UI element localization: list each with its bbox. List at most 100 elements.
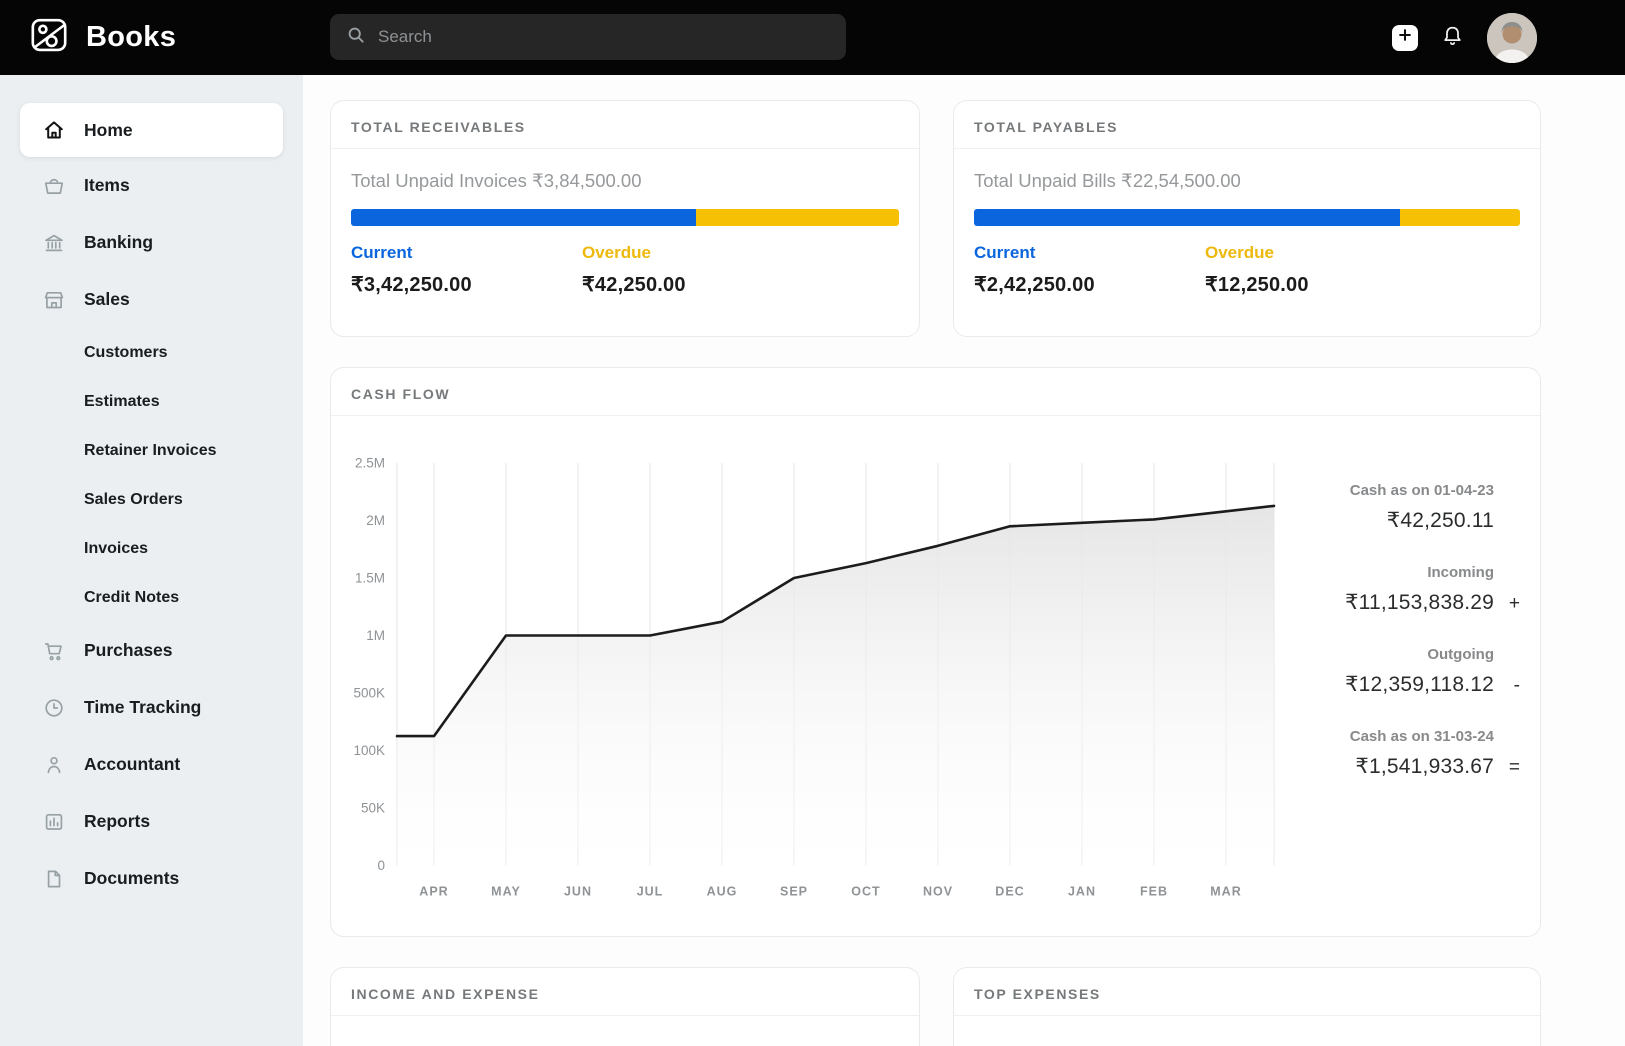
cashflow-stat-incoming: Incoming ₹11,153,838.29 + [1280,564,1520,615]
sidebar-item-accountant[interactable]: Accountant [0,736,303,793]
sidebar-item-customers[interactable]: Customers [0,328,303,377]
plus-icon [1396,26,1414,49]
cashflow-stat-cash-as-on-01-04-23: Cash as on 01-04-23 ₹42,250.11 [1280,482,1520,533]
cashflow-stat-label: Cash as on 31-03-24 [1349,728,1494,745]
sidebar-item-sales[interactable]: Sales [0,271,303,328]
svg-text:50K: 50K [361,801,385,816]
svg-text:JUN: JUN [564,885,592,899]
report-icon [42,810,66,834]
top-bar: Books [0,0,1625,75]
cashflow-stat-operator: - [1513,675,1520,696]
svg-text:AUG: AUG [707,885,738,899]
payables-card-title: TOTAL PAYABLES [954,101,1540,149]
books-logo-icon [28,14,70,61]
sidebar-item-label: Time Tracking [84,697,202,717]
payables-current-label: Current [974,243,1036,262]
payables-summary: Total Unpaid Bills ₹22,54,500.00 [974,170,1241,191]
svg-text:2.5M: 2.5M [355,456,385,471]
sidebar-item-label: Accountant [84,754,181,774]
cashflow-stat-label: Outgoing [1427,646,1494,663]
notifications-button[interactable] [1440,23,1465,53]
cashflow-chart: 0 50K 100K 500K 1M 1.5M 2M 2.5M APR MAY JUN JUL AUG S… [345,428,1280,936]
search-box[interactable] [330,14,846,60]
bell-icon [1440,23,1465,53]
payables-progress-bar [974,209,1520,226]
svg-text:1M: 1M [366,628,385,643]
sidebar-item-retainer-invoices[interactable]: Retainer Invoices [0,426,303,475]
payables-current-value: ₹2,42,250.00 [974,274,1095,296]
svg-text:APR: APR [419,885,448,899]
receivables-summary: Total Unpaid Invoices ₹3,84,500.00 [351,170,642,191]
svg-text:JAN: JAN [1068,885,1096,899]
cart-icon [42,639,66,663]
sidebar-item-label: Reports [84,811,151,831]
cashflow-stats: Cash as on 01-04-23 ₹42,250.11 Incoming ₹11… [1280,428,1520,936]
sidebar-item-purchases[interactable]: Purchases [0,622,303,679]
receivables-overdue-label: Overdue [582,243,651,262]
svg-text:100K: 100K [353,743,385,758]
cash-flow-card-title: CASH FLOW [331,368,1540,416]
bank-icon [42,231,66,255]
svg-text:SEP: SEP [780,885,808,899]
sidebar-item-documents[interactable]: Documents [0,850,303,907]
sidebar-item-sales-orders[interactable]: Sales Orders [0,475,303,524]
sidebar-item-label: Home [84,119,133,140]
main-content: TOTAL RECEIVABLES Total Unpaid Invoices … [303,75,1625,1046]
payables-overdue-segment [1399,209,1520,226]
receivables-current-segment [351,209,697,226]
person-icon [42,753,66,777]
search-input[interactable] [378,27,831,47]
sidebar-item-label: Estimates [84,392,160,410]
svg-text:FEB: FEB [1140,885,1168,899]
sidebar-item-label: Credit Notes [84,588,180,606]
quick-create-button[interactable] [1392,24,1418,51]
sidebar-item-label: Sales Orders [84,490,183,508]
app-title: Books [86,21,177,53]
cashflow-stat-operator: + [1508,593,1520,614]
cashflow-stat-label: Incoming [1427,564,1494,581]
payables-overdue-label: Overdue [1205,243,1274,262]
sidebar-item-credit-notes[interactable]: Credit Notes [0,573,303,622]
sidebar-item-time-tracking[interactable]: Time Tracking [0,679,303,736]
sidebar-item-banking[interactable]: Banking [0,214,303,271]
svg-text:0: 0 [377,858,385,873]
sidebar-item-estimates[interactable]: Estimates [0,377,303,426]
receivables-overdue-value: ₹42,250.00 [582,274,686,296]
search-icon [345,24,367,51]
cashflow-stat-cash-as-on-31-03-24: Cash as on 31-03-24 ₹1,541,933.67 = [1280,728,1520,779]
sidebar-item-label: Purchases [84,640,173,660]
document-icon [42,867,66,891]
topbar-actions [1392,0,1537,75]
avatar[interactable] [1487,12,1537,63]
top-expenses-title: TOP EXPENSES [954,968,1540,1016]
svg-text:JUL: JUL [637,885,664,899]
income-and-expense-title: INCOME AND EXPENSE [331,968,919,1016]
total-receivables-card: TOTAL RECEIVABLES Total Unpaid Invoices … [330,100,920,337]
basket-icon [42,174,66,198]
receivables-progress-bar [351,209,899,226]
brand[interactable]: Books [28,0,176,75]
receivables-current-value: ₹3,42,250.00 [351,274,472,296]
svg-text:2M: 2M [366,513,385,528]
svg-text:NOV: NOV [923,885,953,899]
cashflow-stat-label: Cash as on 01-04-23 [1349,482,1494,499]
payables-overdue-value: ₹12,250.00 [1205,274,1309,296]
sidebar-item-items[interactable]: Items [0,157,303,214]
clock-icon [42,696,66,720]
receivables-current-label: Current [351,243,413,262]
cashflow-stat-value: ₹12,359,118.12 [1345,673,1494,696]
sidebar: Home Items Banking Sales Customers Estimates R… [0,75,303,1046]
sidebar-item-invoices[interactable]: Invoices [0,524,303,573]
svg-text:DEC: DEC [995,885,1024,899]
svg-text:OCT: OCT [851,885,880,899]
sidebar-item-label: Documents [84,868,180,888]
sidebar-item-reports[interactable]: Reports [0,793,303,850]
cashflow-stat-value: ₹1,541,933.67 [1355,755,1494,778]
cashflow-stat-value: ₹42,250.11 [1386,509,1494,532]
sidebar-item-home[interactable]: Home [20,103,283,157]
sidebar-item-label: Sales [84,289,130,309]
cashflow-stat-operator: = [1508,757,1520,778]
total-payables-card: TOTAL PAYABLES Total Unpaid Bills ₹22,54… [953,100,1541,337]
svg-text:500K: 500K [353,686,385,701]
sidebar-item-label: Customers [84,343,168,361]
